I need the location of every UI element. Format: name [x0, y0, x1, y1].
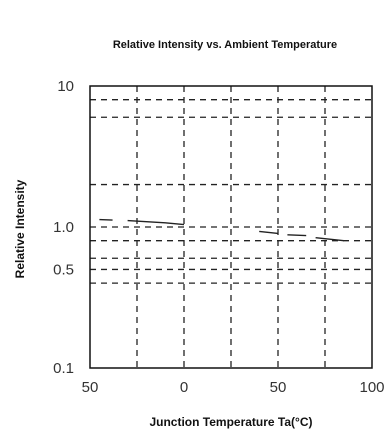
chart-title: Relative Intensity vs. Ambient Temperatu…: [113, 39, 337, 51]
series-line-segment: [127, 219, 185, 226]
series-line-segment: [99, 218, 113, 221]
series-line-segment: [259, 230, 279, 235]
y-tick-label: 1.0: [53, 219, 74, 236]
x-tick-label: 50: [82, 379, 99, 396]
series-line-segment: [287, 234, 307, 237]
plot-border: [89, 85, 373, 369]
plot-frame: [89, 85, 373, 369]
x-axis-label: Junction Temperature Ta(°C): [149, 415, 312, 429]
x-tick-label: 0: [180, 379, 188, 396]
y-tick-label: 10: [57, 78, 74, 95]
grid-lines: [90, 86, 372, 368]
x-tick-label: 100: [359, 379, 384, 396]
y-tick-label: 0.1: [53, 360, 74, 377]
x-axis-ticks: 50 0 50 100: [82, 379, 385, 396]
y-tick-label: 0.5: [53, 261, 74, 278]
x-tick-label: 50: [270, 379, 287, 396]
y-axis-ticks: 10 1.0 0.5 0.1: [53, 78, 74, 377]
series-line-segment: [315, 236, 344, 242]
y-axis-label: Relative Intensity: [13, 179, 27, 278]
data-series: [99, 218, 344, 242]
